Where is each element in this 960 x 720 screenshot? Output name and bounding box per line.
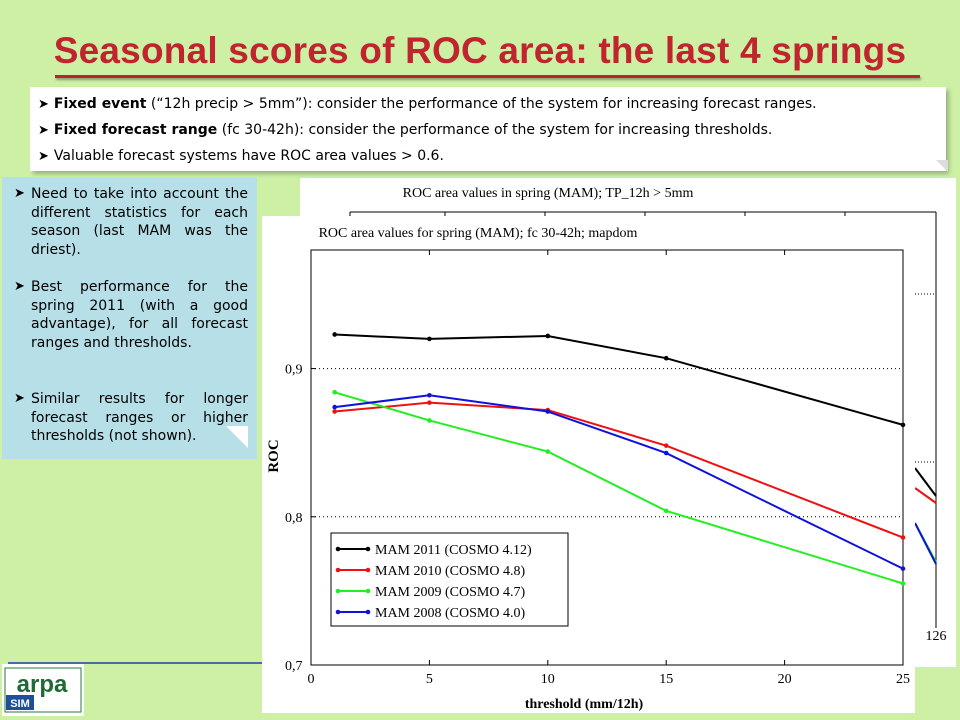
legend-marker [365,609,371,615]
arpa-logo: arpa SIM [2,664,84,716]
data-point [900,422,906,428]
background-series-line [914,487,937,504]
legend-label: MAM 2008 (COSMO 4.0) [375,606,525,621]
arrow-bullet-icon: ➤ [14,186,25,201]
top-bullet-2: ➤ Fixed forecast range (fc 30-42h): consi… [38,122,772,138]
legend-marker [365,567,371,573]
bullet-text: (fc 30-42h): consider the performance of… [217,122,773,138]
data-point [332,332,337,337]
x-tick-label: 0 [308,672,315,687]
background-chart-title: ROC area values in spring (MAM); TP_12h … [403,186,694,201]
data-point [545,449,551,454]
data-point [332,389,337,395]
arrow-bullet-icon: ➤ [14,279,25,294]
left-bullet-2: ➤ Best performance for the spring 2011 (w… [14,278,248,352]
data-point [663,508,669,514]
data-point [332,409,337,414]
data-point [663,355,669,361]
legend-marker [335,567,341,573]
series-group [332,332,906,586]
bullet-text: Similar results for longer forecast rang… [31,391,248,444]
x-axis-label: threshold (mm/12h) [525,697,644,712]
data-point [332,404,337,410]
top-bullet-3: ➤ Valuable forecast systems have ROC area… [38,148,444,164]
y-tick-label: 0,8 [285,511,303,526]
legend: MAM 2011 (COSMO 4.12) MAM 2010 (COSMO 4.8… [335,543,532,621]
plot-frame [310,249,904,666]
y-axis-label: ROC [266,439,282,472]
data-point [427,336,432,342]
series-line [334,401,904,539]
bullet-bold: Fixed forecast range [53,122,218,138]
data-point [663,450,669,456]
data-point [900,581,906,586]
arrow-bullet-icon: ➤ [38,149,49,164]
legend-marker [335,546,341,552]
background-series-line [914,522,937,565]
bullet-bold: Fixed event [53,96,147,112]
data-point [545,409,551,414]
data-point [545,333,551,339]
data-point [900,566,906,571]
roc-chart: ROC area values for spring (MAM); fc 30-… [262,216,915,713]
data-point [427,418,432,423]
footer-rule [8,662,263,664]
bullet-text: Valuable forecast systems have ROC area … [53,148,444,164]
background-x-tick-label: 126 [926,629,947,644]
data-point [663,443,669,448]
top-bullet-1: ➤ Fixed event (“12h precip > 5mm”): consi… [38,96,817,112]
logo-subtext: SIM [10,698,30,710]
legend-label: MAM 2010 (COSMO 4.8) [375,564,525,579]
page-fold-corner [936,160,948,172]
data-point [900,535,906,540]
legend-marker [365,588,371,594]
bullet-text: (“12h precip > 5mm”): consider the perfo… [146,96,817,112]
y-tick-label: 0,7 [285,659,303,674]
page-fold-corner [226,426,248,448]
x-tick-label: 10 [541,672,555,687]
data-point [427,400,432,405]
legend-marker [335,609,341,615]
chart-title: ROC area values for spring (MAM); fc 30-… [319,226,638,241]
y-tick-label: 0,9 [285,363,303,378]
top-bullet-box: ➤ Fixed event (“12h precip > 5mm”): consi… [30,87,946,171]
legend-box [330,532,569,627]
legend-label: MAM 2011 (COSMO 4.12) [375,543,532,558]
background-series-line [914,467,937,497]
slide-title: Seasonal scores of ROC area: the last 4 … [53,30,907,71]
legend-marker [335,588,341,594]
left-bullet-1: ➤ Need to take into account the different… [14,185,248,259]
left-bullet-box: ➤ Need to take into account the different… [2,177,257,459]
axis-ticks: 0,7 0,8 0,9 0 5 10 15 20 25 [285,250,910,687]
arrow-bullet-icon: ➤ [14,391,25,406]
logo-text: arpa [17,671,68,698]
left-bullet-3: ➤ Similar results for longer forecast ran… [14,390,248,446]
x-tick-label: 5 [426,672,433,687]
data-point [427,392,432,398]
bullet-text: Need to take into account the different … [31,186,248,258]
x-tick-label: 25 [896,672,910,687]
legend-marker [365,546,371,552]
bullet-text: Best performance for the spring 2011 (wi… [31,279,248,351]
grid [311,368,903,518]
title-underline [55,75,920,78]
arrow-bullet-icon: ➤ [38,97,49,112]
legend-label: MAM 2009 (COSMO 4.7) [375,585,525,600]
x-tick-label: 15 [659,672,673,687]
x-tick-label: 20 [778,672,792,687]
series-line [334,333,904,426]
arrow-bullet-icon: ➤ [38,123,49,138]
